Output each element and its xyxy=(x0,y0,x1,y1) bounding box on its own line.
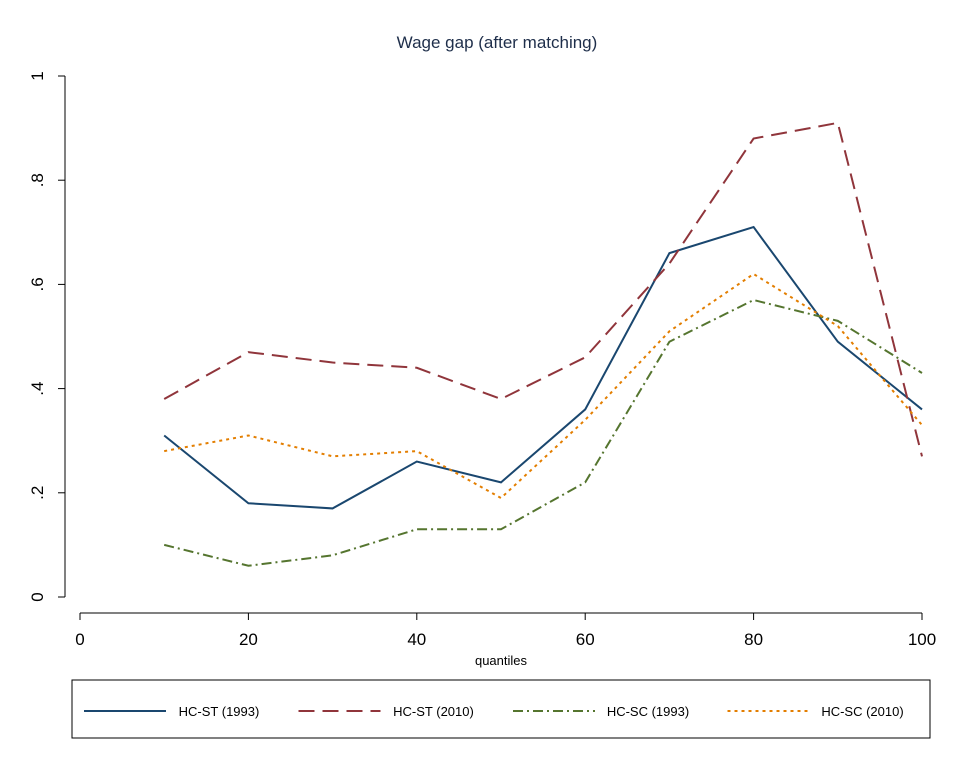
x-tick-label: 60 xyxy=(576,630,595,649)
y-tick-label: .8 xyxy=(28,173,47,187)
chart-title: Wage gap (after matching) xyxy=(397,33,598,52)
legend-label: HC-SC (2010) xyxy=(821,704,903,719)
legend-label: HC-ST (1993) xyxy=(179,704,260,719)
x-tick-label: 20 xyxy=(239,630,258,649)
x-tick-label: 80 xyxy=(744,630,763,649)
x-axis-label: quantiles xyxy=(475,653,528,668)
series-line xyxy=(163,225,923,510)
x-tick-label: 40 xyxy=(407,630,426,649)
x-tick-label: 0 xyxy=(75,630,84,649)
y-tick-label: 0 xyxy=(28,592,47,601)
legend-box xyxy=(71,679,931,739)
y-tick-label: .6 xyxy=(28,277,47,291)
y-tick-label: .4 xyxy=(28,382,47,396)
series-line xyxy=(163,298,923,567)
y-tick-label: .2 xyxy=(28,486,47,500)
x-tick-label: 100 xyxy=(908,630,936,649)
legend-label: HC-SC (1993) xyxy=(607,704,689,719)
legend-label: HC-ST (2010) xyxy=(393,704,474,719)
y-tick-label: 1 xyxy=(28,71,47,80)
series-line xyxy=(163,121,923,457)
